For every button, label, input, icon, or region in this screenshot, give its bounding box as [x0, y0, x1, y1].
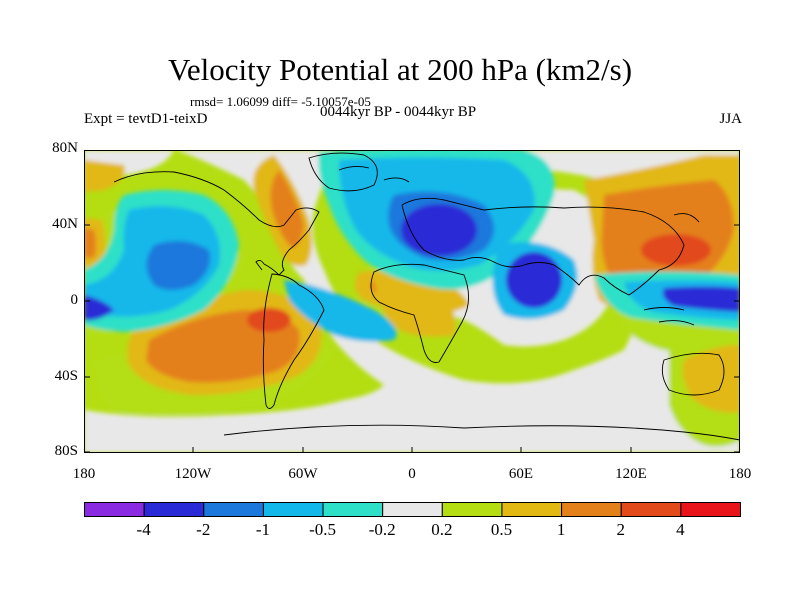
- lon-label-60e: 60E: [508, 466, 534, 482]
- colorbar-swatch: [441, 502, 503, 517]
- colorbar-swatch: [561, 502, 622, 517]
- colorbar-swatch: [501, 502, 563, 517]
- period-label: 0044kyr BP - 0044kyr BP: [320, 104, 477, 120]
- colorbar-swatch: [143, 502, 205, 517]
- colorbar-label: -1: [255, 520, 270, 539]
- colorbar-swatch: [680, 502, 741, 517]
- colorbar-swatch: [620, 502, 682, 517]
- colorbar-swatch: [322, 502, 384, 517]
- colorbar-swatch: [84, 502, 145, 517]
- colorbar-label: 1: [556, 520, 566, 539]
- lat-label-40n: 40N: [52, 216, 78, 232]
- lon-label-120w: 120W: [174, 466, 212, 482]
- lon-label-120e: 120E: [615, 466, 647, 482]
- lon-label-180e: 180: [728, 466, 752, 482]
- velocity-potential-map: [84, 150, 740, 453]
- lat-label-80n: 80N: [52, 140, 78, 156]
- lon-label-180w: 180: [72, 466, 96, 482]
- colorbar-label: 2: [616, 520, 625, 539]
- contour-fill-layer: [84, 150, 740, 453]
- chart-title: Velocity Potential at 200 hPa (km2/s): [167, 52, 633, 87]
- season-label: JJA: [719, 111, 742, 127]
- lon-label-0: 0: [408, 466, 416, 482]
- colorbar-label: -0.5: [309, 520, 336, 539]
- colorbar-label: -0.2: [368, 520, 396, 539]
- colorbar-swatch: [382, 502, 443, 517]
- colorbar-label: -2: [196, 520, 211, 539]
- lat-label-80s: 80S: [54, 443, 78, 459]
- stats-line: rmsd= 1.06099 diff= -5.10057e-05: [190, 94, 371, 109]
- colorbar-label: -4: [136, 520, 151, 539]
- lon-label-60w: 60W: [288, 466, 318, 482]
- colorbar-label: 4: [676, 520, 685, 539]
- colorbar-swatch: [262, 502, 324, 517]
- colorbar-label: 0.5: [490, 520, 513, 539]
- lat-label-0: 0: [70, 292, 79, 308]
- colorbar: [84, 502, 741, 517]
- colorbar-label: 0.2: [431, 520, 453, 539]
- colorbar-swatch: [203, 502, 264, 517]
- coastlines: [113, 152, 740, 441]
- experiment-label: Expt = tevtD1-teixD: [84, 111, 208, 127]
- axis-ticks: [84, 150, 740, 453]
- lat-label-40s: 40S: [54, 368, 78, 384]
